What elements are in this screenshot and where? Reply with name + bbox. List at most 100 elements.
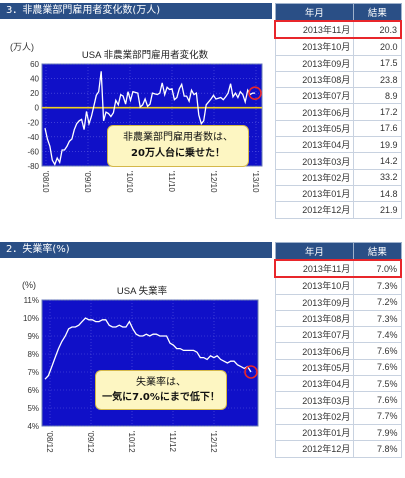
nonfarm-table-row: 2013年01月 14.8 [274, 184, 402, 203]
nonfarm-table-value-cell: 20.3 [353, 19, 403, 40]
nonfarm-table-month-cell: 2013年06月 [274, 103, 355, 121]
unemployment-table-row: 2013年02月 7.7% [274, 407, 402, 425]
unemployment-col-month: 年月 [274, 242, 355, 261]
nonfarm-col-result: 結果 [353, 3, 402, 22]
unemployment-ylabel: (%) [22, 280, 36, 290]
unemployment-ytick: 4% [27, 422, 39, 431]
nonfarm-ytick: 40 [30, 75, 39, 84]
unemployment-ytick: 6% [27, 386, 39, 395]
nonfarm-table-value-cell: 19.9 [353, 136, 402, 154]
nonfarm-callout-line1: 非農業部門雇用者数は、 [123, 132, 233, 143]
unemployment-table-row: 2013年07月 7.4% [274, 326, 402, 344]
nonfarm-table-value-cell: 33.2 [353, 168, 402, 186]
nonfarm-title: USA 非農業部門雇用者変化数 [82, 49, 209, 61]
nonfarm-table-value-cell: 23.8 [353, 70, 402, 89]
unemployment-ytick: 8% [27, 350, 39, 359]
unemployment-callout-line1: 失業率は、 [136, 377, 186, 388]
nonfarm-table-month-cell: 2013年02月 [274, 168, 355, 186]
unemployment-table-month-cell: 2013年01月 [274, 423, 355, 442]
unemployment-table-month-cell: 2013年10月 [274, 276, 355, 295]
nonfarm-table-row: 2013年07月 8.9 [274, 87, 402, 105]
unemployment-table-row: 2013年03月 7.6% [274, 391, 402, 409]
unemployment-ytick: 11% [24, 296, 39, 305]
nonfarm-table-month-cell: 2013年11月 [274, 19, 355, 40]
unemployment-table-row: 2013年06月 7.6% [274, 342, 402, 360]
unemployment-table-month-cell: 2013年08月 [274, 309, 355, 328]
unemployment-xtick: '10/12 [127, 431, 136, 453]
nonfarm-table-row: 2013年10月 20.0 [274, 37, 402, 56]
unemployment-table-value-cell: 7.5% [353, 375, 402, 393]
unemployment-chart: (%) USA 失業率 11% 10% 9% 8% 7% 6% 5% 4% '08/12 '09/… [22, 280, 259, 453]
nonfarm-table-row: 2013年02月 33.2 [274, 168, 402, 186]
unemployment-table-value-cell: 7.3% [353, 309, 402, 328]
unemployment-xtick: '08/12 [45, 431, 54, 453]
nonfarm-table-row: 2013年06月 17.2 [274, 103, 402, 121]
unemployment-series-line [44, 317, 252, 380]
unemployment-table-month-cell: 2013年05月 [274, 358, 355, 377]
nonfarm-table-month-cell: 2013年01月 [274, 184, 355, 203]
unemployment-callout-line2: 一気に7.0%にまで低下！ [102, 392, 220, 403]
unemployment-table-month-cell: 2013年02月 [274, 407, 355, 425]
nonfarm-ytick: -40 [27, 133, 39, 142]
nonfarm-table-row: 2013年09月 17.5 [274, 54, 402, 72]
unemployment-title: USA 失業率 [117, 285, 168, 297]
nonfarm-chart: (万人) USA 非農業部門雇用者変化数 60 40 20 0 -20 -40 -60 -80… [10, 42, 263, 193]
nonfarm-table-value-cell: 17.6 [353, 119, 402, 138]
nonfarm-callout-line2: 20万人台に乗せた！ [131, 148, 225, 159]
unemployment-table-row: 2013年08月 7.3% [274, 309, 402, 328]
unemployment-ytick: 9% [27, 332, 39, 341]
unemployment-table-value-cell: 7.9% [353, 423, 402, 442]
unemployment-latest-marker [244, 365, 258, 379]
nonfarm-ytick: 20 [30, 89, 39, 98]
nonfarm-table-month-cell: 2013年04月 [274, 136, 355, 154]
unemployment-table-month-cell: 2013年04月 [274, 375, 355, 393]
nonfarm-ytick: -20 [27, 118, 39, 127]
nonfarm-table-value-cell: 14.2 [353, 152, 402, 170]
nonfarm-table-month-cell: 2012年12月 [274, 201, 355, 219]
unemployment-table-row: 2012年12月 7.8% [274, 440, 402, 458]
nonfarm-ytick: 60 [30, 60, 39, 69]
unemployment-col-result: 結果 [353, 242, 402, 261]
nonfarm-table-month-cell: 2013年07月 [274, 87, 355, 105]
section-nonfarm: 3．非農業部門雇用者変化数(万人) (万人) USA 非農業部門雇用者変化数 6… [0, 0, 405, 219]
nonfarm-table: 年月 結果 2013年11月 20.3 2013年10月 20.0 2013年09月 17… [274, 3, 403, 219]
unemployment-table-value-cell: 7.6% [353, 342, 402, 360]
unemployment-table-row: 2013年09月 7.2% [274, 293, 402, 311]
unemployment-xtick: '11/12 [168, 431, 177, 453]
nonfarm-xtick: '12/10 [209, 171, 218, 193]
nonfarm-table-month-cell: 2013年10月 [274, 37, 355, 56]
nonfarm-table-value-cell: 20.0 [353, 37, 402, 56]
unemployment-table-value-cell: 7.3% [353, 276, 402, 295]
nonfarm-table-row: 2013年11月 20.3 [274, 19, 403, 40]
unemployment-table-month-cell: 2012年12月 [274, 440, 355, 458]
unemployment-table: 年月 結果 2013年11月 7.0% 2013年10月 7.3% 2013年09月 7.… [274, 242, 403, 458]
nonfarm-table-row: 2012年12月 21.9 [274, 201, 402, 219]
unemployment-table-row: 2013年10月 7.3% [274, 276, 402, 295]
unemployment-table-month-cell: 2013年09月 [274, 293, 355, 311]
nonfarm-table-row: 2013年08月 23.8 [274, 70, 402, 89]
unemployment-xtick: '09/12 [86, 431, 95, 453]
nonfarm-table-month-cell: 2013年05月 [274, 119, 355, 138]
unemployment-ytick: 7% [27, 368, 39, 377]
nonfarm-table-month-cell: 2013年09月 [274, 54, 355, 72]
unemployment-callout: 失業率は、 一気に7.0%にまで低下！ [95, 370, 227, 410]
nonfarm-callout: 非農業部門雇用者数は、 20万人台に乗せた！ [107, 125, 249, 167]
unemployment-table-row: 2013年04月 7.5% [274, 375, 402, 393]
nonfarm-table-value-cell: 8.9 [353, 87, 402, 105]
unemployment-table-month-cell: 2013年07月 [274, 326, 355, 344]
nonfarm-table-row: 2013年05月 17.6 [274, 119, 402, 138]
nonfarm-xtick: '13/10 [251, 171, 260, 193]
nonfarm-latest-marker [248, 86, 262, 100]
nonfarm-xtick: '08/10 [41, 171, 50, 193]
unemployment-table-month-cell: 2013年03月 [274, 391, 355, 409]
unemployment-ytick: 5% [27, 404, 39, 413]
nonfarm-col-month: 年月 [274, 3, 355, 22]
unemployment-table-row: 2013年01月 7.9% [274, 423, 402, 442]
nonfarm-ytick: -60 [27, 147, 39, 156]
nonfarm-xtick: '10/10 [125, 171, 134, 193]
nonfarm-ytick: -80 [27, 162, 39, 171]
nonfarm-table-value-cell: 17.2 [353, 103, 402, 121]
nonfarm-xtick: '09/10 [83, 171, 92, 193]
section-unemployment-header: 2．失業率(%) [0, 242, 272, 258]
nonfarm-table-value-cell: 21.9 [353, 201, 402, 219]
